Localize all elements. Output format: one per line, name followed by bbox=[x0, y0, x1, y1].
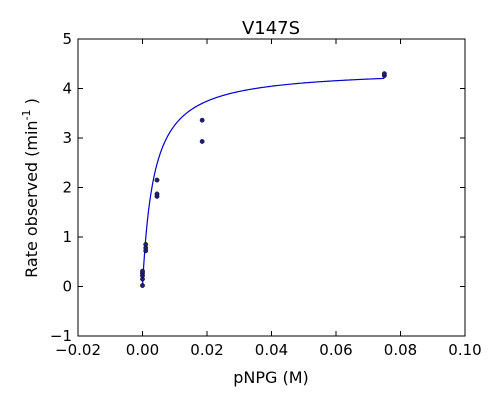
x-tick-label: 0.08 bbox=[384, 341, 417, 359]
data-point bbox=[143, 242, 149, 247]
y-tick-label: −1 bbox=[50, 327, 72, 345]
data-point bbox=[140, 283, 145, 288]
x-tick-labels: −0.02 0.00 0.02 0.04 0.06 0.08 0.10 bbox=[55, 341, 482, 359]
y-tick-label: 4 bbox=[62, 80, 72, 98]
data-point bbox=[154, 191, 160, 197]
data-point bbox=[199, 139, 205, 144]
x-tick-label: −0.02 bbox=[55, 341, 101, 359]
x-axis-label: pNPG (M) bbox=[233, 368, 309, 387]
fit-layer bbox=[141, 77, 385, 287]
data-point bbox=[381, 71, 387, 77]
y-axis-label-prefix: Rate observed (min bbox=[22, 120, 41, 277]
y-axis-label-superscript: -1 bbox=[20, 109, 33, 120]
x-tick-label: 0.06 bbox=[319, 341, 352, 359]
y-tick-label: 1 bbox=[62, 228, 72, 246]
y-tick-label: 5 bbox=[62, 30, 72, 48]
x-tick-label: 0.02 bbox=[190, 341, 223, 359]
y-tick-label: 2 bbox=[62, 179, 72, 197]
x-tick-label: 0.10 bbox=[448, 341, 481, 359]
plot-area bbox=[77, 38, 466, 337]
y-tick-label: 0 bbox=[62, 278, 72, 296]
fit-curve bbox=[141, 77, 385, 287]
data-point bbox=[140, 268, 145, 274]
data-point bbox=[199, 117, 205, 123]
y-tick-labels: −1 0 1 2 3 4 5 bbox=[50, 30, 72, 345]
y-tick-label: 3 bbox=[62, 129, 72, 147]
y-axis-label: Rate observed (min-1 ) bbox=[20, 98, 41, 278]
x-tick-label: 0.04 bbox=[255, 341, 288, 359]
plot-frame bbox=[77, 38, 466, 337]
x-tick-label: 0.00 bbox=[126, 341, 159, 359]
data-point bbox=[154, 177, 160, 183]
ticks-layer bbox=[77, 38, 466, 337]
points-layer bbox=[140, 71, 387, 288]
y-axis-label-suffix: ) bbox=[22, 98, 41, 109]
chart-title: V147S bbox=[242, 18, 300, 39]
